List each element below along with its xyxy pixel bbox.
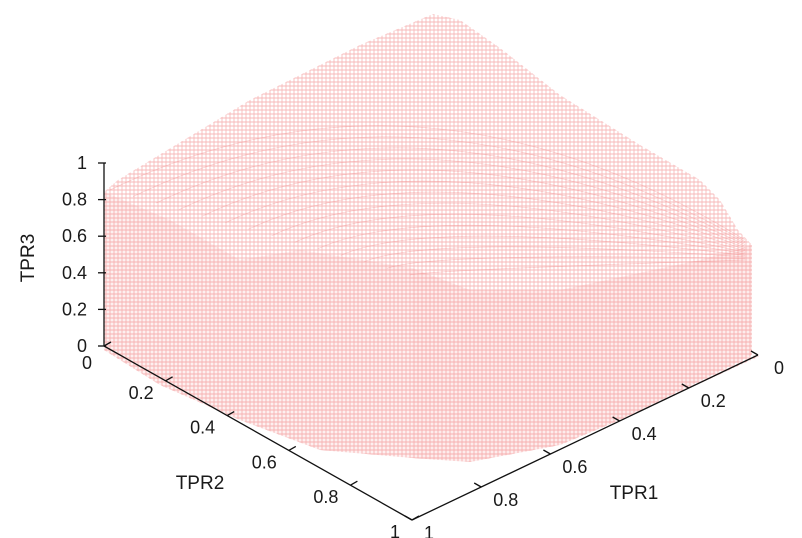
tpr1-tick	[681, 383, 690, 389]
tpr1-tick-label: 0	[774, 358, 784, 378]
surface-contour-line	[132, 136, 746, 242]
tpr2-tick	[288, 445, 297, 451]
surface-contour-line	[409, 259, 746, 276]
surface-contour-line	[386, 256, 746, 269]
tpr2-tick	[350, 480, 358, 486]
tpr2-tick	[226, 411, 235, 417]
surface-contour-line	[248, 191, 746, 250]
surface-contour-line	[202, 169, 746, 247]
surface-contour-line	[317, 224, 746, 255]
tpr1-tick	[612, 416, 620, 422]
tpr1-tick-label: 0.8	[493, 490, 518, 510]
z-tick-label: 1	[77, 153, 87, 173]
z-axis-label: TPR3	[18, 234, 39, 283]
tpr2-tick-label: 0	[82, 353, 92, 373]
z-tick-label: 0.4	[62, 263, 87, 283]
axes-layer	[103, 163, 759, 521]
surface-contour-line	[363, 246, 746, 263]
surface-contour-line	[109, 125, 746, 241]
tpr1-tick	[404, 515, 413, 521]
tpr1-tick	[543, 449, 551, 455]
tpr1-tick-label: 0.2	[701, 391, 726, 411]
surface-contour-line	[225, 180, 746, 249]
ticks-layer: 0 0.2 0.4 0.6 0.8 1 0 0.2 0.4 0.6 0.8 1 0 0.2 0.4 0.6 0.…	[62, 153, 784, 538]
z-tick-label: 0	[77, 336, 87, 356]
tpr2-tick	[165, 376, 173, 382]
tpr2-tick-label: 0.4	[190, 418, 215, 438]
z-tick-label: 0.2	[62, 299, 87, 319]
surface-layer	[104, 14, 760, 462]
surface-contour-line	[156, 147, 746, 244]
surface-wall-tpr1	[412, 245, 752, 462]
z-tick-label: 0.8	[62, 190, 87, 210]
y-axis-label: TPR2	[176, 473, 225, 494]
tpr2-tick-label: 0.8	[313, 487, 338, 507]
tpr2-tick	[411, 515, 420, 521]
surface-contour-line	[179, 158, 746, 245]
tpr1-tick	[750, 350, 759, 356]
z-tick-label: 0.6	[62, 226, 87, 246]
tpr1-tick	[473, 482, 482, 488]
tpr2-axis-line	[103, 345, 413, 521]
surface-body	[104, 14, 760, 462]
tpr1-axis-line	[411, 354, 759, 521]
tpr2-tick-label: 1	[390, 522, 400, 538]
surface-contour-line	[294, 213, 746, 253]
tpr1-tick-label: 0.6	[562, 457, 587, 477]
surface-contour-line	[271, 202, 746, 252]
tpr1-tick-label: 1	[424, 523, 434, 538]
tpr1-tick-label: 0.4	[632, 424, 657, 444]
tpr2-tick	[103, 341, 112, 347]
surface-contour-line	[340, 235, 746, 256]
surface-wall-tpr2	[104, 192, 412, 458]
tpr2-tick-label: 0.6	[252, 452, 277, 472]
x-axis-label: TPR1	[610, 483, 659, 504]
tpr2-tick-label: 0.2	[129, 383, 154, 403]
